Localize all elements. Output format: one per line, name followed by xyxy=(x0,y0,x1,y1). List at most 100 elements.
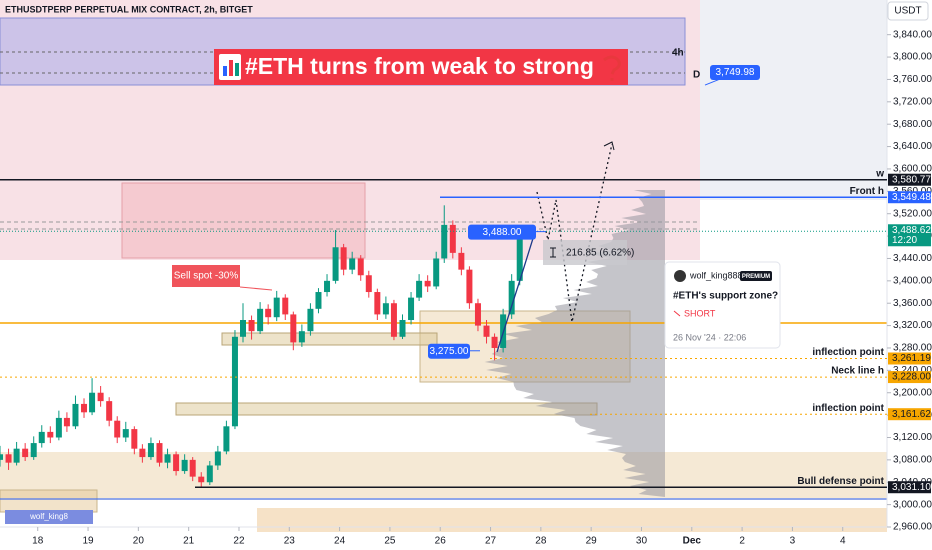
candle-body xyxy=(81,403,88,413)
candle-body xyxy=(55,417,62,438)
x-tick-label: 18 xyxy=(32,536,44,547)
title: #ETH turns from weak to strong xyxy=(245,53,594,79)
candle-body xyxy=(181,459,188,472)
y-tick-label: 3,360.00 xyxy=(893,298,932,309)
candle-body xyxy=(466,269,473,304)
candle-body xyxy=(47,431,54,438)
candle-body xyxy=(433,258,440,287)
candle-body xyxy=(257,308,264,332)
candle-body xyxy=(22,448,29,458)
idea-badge: PREMIUM xyxy=(742,274,770,280)
candle-body xyxy=(491,336,498,348)
candle-body xyxy=(282,297,289,315)
candle-body xyxy=(508,280,515,315)
callout-label: 3,488.00 xyxy=(483,227,522,238)
candle-body xyxy=(147,443,154,458)
candle-body xyxy=(374,292,381,315)
y-tick-label: 3,600.00 xyxy=(893,164,932,175)
candle-body xyxy=(63,417,70,427)
demand-band xyxy=(0,452,887,500)
demand-box xyxy=(221,332,438,346)
x-tick-label: 22 xyxy=(233,536,245,547)
candle-body xyxy=(332,247,339,281)
candle-body xyxy=(349,258,356,270)
x-tick-label: 27 xyxy=(485,536,497,547)
idea-author: wolf_king888 xyxy=(689,270,743,280)
level-name: Front h xyxy=(850,186,884,197)
candle-body xyxy=(315,292,322,309)
level-axis-label: 3,161.62 xyxy=(892,409,931,420)
y-tick-label: 3,400.00 xyxy=(893,275,932,286)
candle-body xyxy=(223,426,230,452)
measure-box xyxy=(543,240,627,265)
currency-box xyxy=(887,1,929,21)
candle-body xyxy=(408,297,415,321)
trend-line xyxy=(496,231,536,353)
y-tick-label: 3,720.00 xyxy=(893,96,932,107)
level-axis-bg xyxy=(888,408,931,421)
candle-body xyxy=(72,403,79,427)
candle-body xyxy=(273,297,280,318)
idea-direction: SHORT xyxy=(684,308,716,318)
x-tick-label: 26 xyxy=(435,536,447,547)
y-tick-label: 3,000.00 xyxy=(893,499,932,510)
y-tick-label: 2,960.00 xyxy=(893,522,932,533)
callout-bg xyxy=(710,65,760,81)
y-tick-label: 3,080.00 xyxy=(893,455,932,466)
supply-box xyxy=(121,182,366,259)
y-tick-label: 3,520.00 xyxy=(893,208,932,219)
price-axis xyxy=(887,0,932,550)
x-tick-label: 4 xyxy=(840,536,846,547)
level-axis-label: 3,549.48 xyxy=(892,192,931,203)
last-price-label: 3,488.62 xyxy=(892,225,931,236)
callout-label: 3,275.00 xyxy=(430,346,469,357)
y-tick-label: 3,640.00 xyxy=(893,141,932,152)
candle-body xyxy=(240,320,247,337)
icon xyxy=(229,60,233,76)
candle-body xyxy=(474,303,481,326)
idea-title: #ETH's support zone? xyxy=(673,291,778,302)
demand-band xyxy=(257,508,887,532)
level-axis-bg xyxy=(888,481,931,494)
last-price-bg xyxy=(888,224,931,247)
projection-arrow xyxy=(603,141,615,151)
candle-body xyxy=(206,465,213,483)
candle-body xyxy=(30,443,37,458)
y-tick-label: 3,680.00 xyxy=(893,119,932,130)
candle-body xyxy=(173,454,180,472)
candle-body xyxy=(13,448,20,463)
sell-label-bg xyxy=(172,265,240,287)
x-tick-label: 20 xyxy=(133,536,145,547)
candle-body xyxy=(399,320,406,337)
candle-body xyxy=(458,252,465,270)
candle-body xyxy=(189,459,196,477)
x-tick-label: 25 xyxy=(384,536,396,547)
y-tick-label: 3,840.00 xyxy=(893,29,932,40)
x-tick-label: 2 xyxy=(739,536,745,547)
candle-body xyxy=(5,454,12,463)
idea-card[interactable] xyxy=(664,261,781,349)
candle-body xyxy=(106,401,113,421)
x-tick-label: 29 xyxy=(586,536,598,547)
candle-body xyxy=(156,443,163,463)
candle-body xyxy=(324,280,331,293)
future-area xyxy=(700,0,887,200)
level-axis-bg xyxy=(888,352,931,365)
demand-box xyxy=(175,402,598,416)
projection xyxy=(536,143,613,323)
candle-body xyxy=(97,392,104,402)
icon xyxy=(235,63,239,76)
candle-body xyxy=(122,429,129,438)
candle-body xyxy=(0,454,3,460)
x-tick-label: 23 xyxy=(284,536,296,547)
level-axis-bg xyxy=(888,371,931,384)
header: ETHUSDTPERP PERPETUAL MIX CONTRACT, 2h, … xyxy=(5,4,253,14)
resistance-zone xyxy=(0,0,700,260)
callout-bg xyxy=(428,343,470,359)
y-tick-label: 3,120.00 xyxy=(893,432,932,443)
zone-label: 4h xyxy=(672,48,684,59)
y-tick-label: 3,240.00 xyxy=(893,365,932,376)
x-tick-label: Dec xyxy=(683,536,702,547)
candle-body xyxy=(416,280,423,298)
